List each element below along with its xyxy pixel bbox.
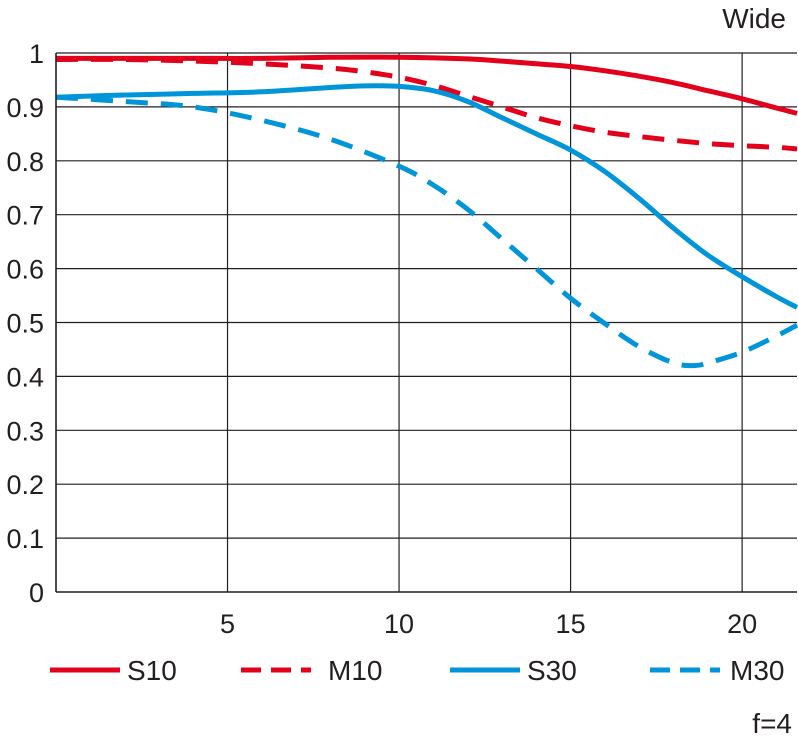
x-tick-label: 15: [556, 609, 586, 639]
series-line-m10: [55, 56, 798, 152]
corner-label: Wide: [722, 3, 786, 34]
y-tick-label: 0.4: [6, 362, 44, 392]
series-line-m30: [55, 94, 798, 369]
x-tick-label: 5: [220, 609, 235, 639]
y-tick-label: 0.3: [6, 416, 44, 446]
legend-label-m30: M30: [730, 655, 784, 686]
series-layer: [55, 54, 798, 369]
legend-label-s30: S30: [527, 655, 577, 686]
legend: S10 M10 S30 M30: [50, 655, 784, 686]
y-tick-label: 0.8: [6, 147, 44, 177]
y-axis-tick-labels: 0 0.1 0.2 0.3 0.4 0.5 0.6 0.7 0.8 0.9 1: [6, 39, 44, 608]
axis-frame: [55, 53, 797, 593]
x-tick-label: 20: [727, 609, 757, 639]
x-tick-label: 10: [384, 609, 414, 639]
y-tick-label: 0.6: [6, 255, 44, 285]
y-tick-label: 0.7: [6, 201, 44, 231]
grid: [56, 52, 797, 592]
legend-label-s10: S10: [127, 655, 177, 686]
y-tick-label: 0.5: [6, 309, 44, 339]
series-line-s30: [55, 83, 798, 310]
x-axis-tick-labels: 5 10 15 20: [220, 609, 757, 639]
y-tick-label: 0.9: [6, 93, 44, 123]
y-tick-label: 0: [29, 578, 44, 608]
y-tick-label: 0.2: [6, 470, 44, 500]
y-tick-label: 0.1: [6, 524, 44, 554]
legend-label-m10: M10: [328, 655, 382, 686]
series-line-s10: [55, 54, 798, 116]
y-tick-label: 1: [29, 39, 44, 69]
aperture-footnote: f=4: [752, 708, 792, 739]
